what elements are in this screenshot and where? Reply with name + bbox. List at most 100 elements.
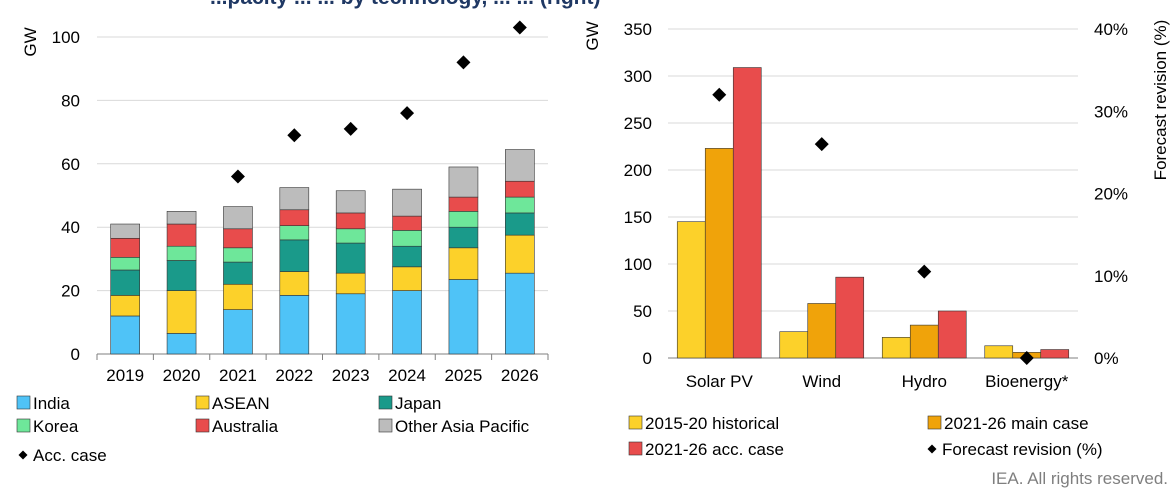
legend-label: Other Asia Pacific	[395, 417, 530, 436]
copyright-note: IEA. All rights reserved.	[991, 469, 1168, 488]
x-tick-label: 2023	[332, 366, 370, 385]
bar-segment-india	[392, 290, 422, 355]
legend-marker-forecast-revision	[927, 444, 937, 454]
legend-swatch	[927, 415, 942, 430]
bar-segment-korea	[110, 257, 140, 271]
bar-segment-india	[223, 309, 253, 355]
bar-segment-japan	[392, 245, 422, 268]
y-tick-label: 150	[624, 208, 652, 227]
bar-2015-20-historical	[676, 221, 706, 359]
bar-segment-japan	[110, 269, 140, 296]
x-tick-label: Hydro	[902, 372, 947, 391]
acc-case-marker	[287, 128, 302, 143]
legend-swatch	[628, 415, 643, 430]
bar-segment-korea	[223, 247, 253, 263]
x-tick-label: 2021	[219, 366, 257, 385]
bar-2015-20-historical	[984, 345, 1014, 359]
bar-segment-india	[279, 295, 310, 355]
x-tick-label: 2025	[445, 366, 483, 385]
legend-label: ASEAN	[212, 394, 270, 413]
y-tick-label: 0	[71, 345, 80, 364]
legend-swatch	[628, 441, 643, 456]
bar-segment-korea	[279, 225, 310, 241]
y-axis-label: GW	[21, 27, 40, 56]
y-tick-label: 100	[52, 28, 80, 47]
y2-tick-label: 20%	[1094, 185, 1128, 204]
x-tick-label: Wind	[802, 372, 841, 391]
right-chart-technology-additions: 0 50 100 150 200 250 300 350 0% 10% 20% 30% 40% GW For…	[583, 20, 1170, 459]
bar-segment-asean	[448, 247, 479, 280]
acc-case-marker	[512, 20, 527, 35]
legend-swatch	[16, 395, 31, 410]
acc-case-marker	[400, 106, 415, 121]
legend-label: 2015-20 historical	[645, 414, 779, 433]
y-tick-label: 200	[624, 161, 652, 180]
bar-2021-26-acc-case	[835, 276, 865, 359]
y-tick-label: 0	[643, 349, 652, 368]
bar-segment-india	[166, 333, 197, 355]
legend-label: Korea	[33, 417, 79, 436]
left-chart-regional-additions: 0 20 40 60 80 100 GW 2019 2020 2021 2022 2023 2024 20…	[16, 20, 549, 465]
legend-label: Japan	[395, 394, 441, 413]
bar-segment-asean	[505, 234, 535, 274]
bar-segment-india	[110, 315, 140, 355]
bar-segment-other-asia-pacific	[110, 223, 140, 239]
bar-segment-japan	[223, 261, 253, 285]
bar-segment-australia	[335, 212, 366, 230]
legend-marker-acc-case	[18, 450, 28, 460]
x-tick-label: 2020	[163, 366, 201, 385]
legend-swatch	[378, 395, 393, 410]
bar-segment-australia	[392, 215, 422, 231]
forecast-revision-marker	[917, 264, 932, 279]
bar-2021-26-acc-case	[1040, 349, 1070, 359]
x-tick-label: 2024	[388, 366, 426, 385]
bar-segment-korea	[335, 228, 366, 244]
bar-segment-asean	[279, 271, 310, 296]
bar-segment-other-asia-pacific	[335, 190, 366, 214]
legend-label: 2021-26 main case	[944, 414, 1089, 433]
bar-segment-other-asia-pacific	[505, 149, 535, 182]
acc-case-marker	[230, 169, 245, 184]
bar-segment-australia	[279, 209, 310, 226]
bar-segment-japan	[505, 212, 535, 236]
bar-2021-26-acc-case	[937, 310, 967, 359]
legend-swatch	[195, 418, 210, 433]
y-tick-label: 80	[61, 91, 80, 110]
y-tick-label: 100	[624, 255, 652, 274]
legend-label: India	[33, 394, 70, 413]
bar-segment-other-asia-pacific	[166, 211, 197, 225]
acc-case-marker	[456, 55, 471, 70]
y-tick-label: 60	[61, 155, 80, 174]
bar-segment-asean	[335, 272, 366, 295]
y-tick-label: 40	[61, 218, 80, 237]
x-tick-label: 2026	[501, 366, 539, 385]
y2-tick-label: 30%	[1094, 102, 1128, 121]
bar-segment-other-asia-pacific	[392, 188, 422, 217]
bar-segment-other-asia-pacific	[223, 206, 253, 230]
bar-segment-india	[335, 293, 366, 355]
bar-2015-20-historical	[779, 331, 809, 359]
bar-segment-asean	[166, 290, 197, 334]
x-tick-label: 2022	[275, 366, 313, 385]
legend-swatch	[378, 418, 393, 433]
x-tick-label: Bioenergy*	[985, 372, 1069, 391]
forecast-revision-marker	[1019, 351, 1034, 365]
bar-segment-other-asia-pacific	[448, 166, 479, 198]
y2-tick-label: 40%	[1094, 20, 1128, 39]
bar-segment-australia	[223, 228, 253, 249]
bar-segment-japan	[335, 242, 366, 274]
bar-2021-26-main-case	[704, 148, 734, 359]
bar-segment-other-asia-pacific	[279, 187, 310, 211]
y-tick-label: 300	[624, 67, 652, 86]
bar-segment-india	[505, 272, 535, 355]
acc-case-marker	[343, 121, 358, 136]
y2-tick-label: 10%	[1094, 267, 1128, 286]
y2-axis-label: Forecast revision (%)	[1151, 20, 1170, 181]
bar-segment-australia	[110, 237, 140, 258]
figure-title-fragment: ...pacity ... ... by technology, ... ...…	[210, 0, 600, 9]
bar-segment-korea	[448, 211, 479, 228]
bar-2021-26-acc-case	[732, 67, 762, 359]
bar-segment-asean	[223, 283, 253, 310]
y-tick-label: 350	[624, 20, 652, 39]
